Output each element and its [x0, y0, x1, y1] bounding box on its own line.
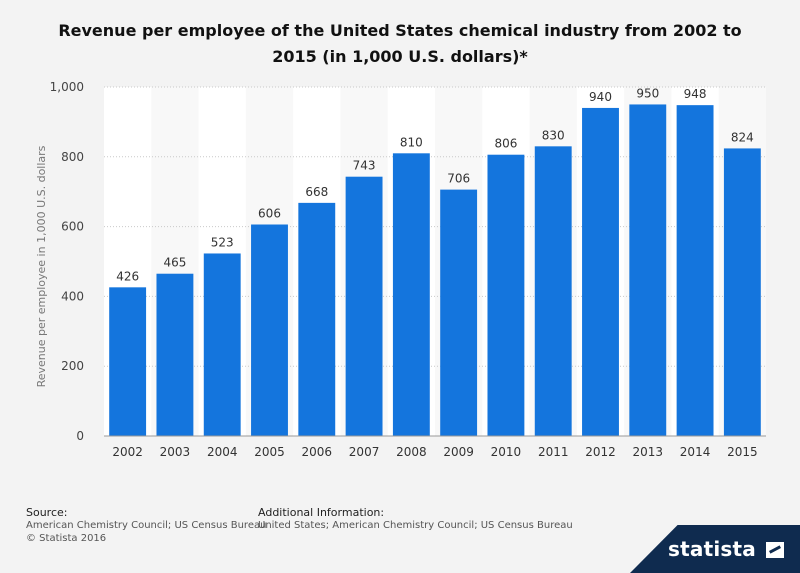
additional-info-heading: Additional Information:	[258, 506, 385, 519]
bar	[156, 273, 194, 436]
x-tick-label: 2005	[254, 445, 285, 459]
bar-value-label: 950	[636, 86, 659, 100]
x-tick-label: 2002	[112, 445, 143, 459]
bar	[298, 202, 336, 436]
bar	[251, 224, 288, 436]
bar	[534, 146, 572, 436]
x-tick-label: 2015	[727, 445, 758, 459]
x-tick-label: 2004	[207, 445, 238, 459]
y-axis-label: Revenue per employee in 1,000 U.S. dolla…	[35, 145, 48, 387]
statista-logo-text[interactable]: statista	[668, 537, 756, 561]
bar	[487, 154, 525, 436]
bar	[582, 107, 619, 436]
y-tick-label: 400	[61, 289, 84, 303]
x-tick-label: 2003	[160, 445, 191, 459]
copyright-text: © Statista 2016	[26, 533, 107, 544]
x-tick-label: 2009	[443, 445, 474, 459]
bar	[723, 148, 761, 436]
x-tick-label: 2014	[680, 445, 711, 459]
bar	[629, 104, 667, 436]
source-text: American Chemistry Council; US Census Bu…	[26, 520, 267, 531]
bar-value-label: 810	[400, 135, 423, 149]
y-tick-label: 800	[61, 150, 84, 164]
additional-info-text: United States; American Chemistry Counci…	[258, 520, 573, 531]
statista-logo-icon	[766, 542, 784, 558]
bar	[676, 105, 714, 436]
bar-value-label: 948	[684, 87, 707, 101]
x-tick-label: 2012	[585, 445, 616, 459]
x-tick-label: 2007	[349, 445, 380, 459]
bar-value-label: 706	[447, 172, 470, 186]
bar-value-label: 830	[542, 128, 565, 142]
y-tick-label: 0	[76, 429, 84, 443]
source-block: Source: American Chemistry Council; US C…	[26, 506, 266, 545]
bar-value-label: 940	[589, 90, 612, 104]
bar	[440, 189, 478, 436]
additional-info-block: Additional Information: United States; A…	[258, 506, 573, 532]
bar-value-label: 668	[305, 185, 328, 199]
bar-value-label: 824	[731, 130, 754, 144]
x-tick-label: 2006	[302, 445, 333, 459]
bar	[109, 287, 147, 436]
x-tick-label: 2010	[491, 445, 522, 459]
bar-value-label: 465	[163, 256, 186, 270]
bar-value-label: 426	[116, 269, 139, 283]
y-tick-label: 200	[61, 359, 84, 373]
x-tick-label: 2011	[538, 445, 569, 459]
bar-value-label: 806	[494, 137, 517, 151]
bar	[345, 176, 383, 436]
bar	[203, 253, 241, 436]
bar-value-label: 743	[353, 159, 376, 173]
y-tick-label: 600	[61, 220, 84, 234]
y-tick-label: 1,000	[50, 80, 84, 94]
bar-value-label: 523	[211, 235, 234, 249]
source-heading: Source:	[26, 506, 68, 519]
bar	[392, 153, 430, 436]
x-tick-label: 2013	[633, 445, 664, 459]
bar-value-label: 606	[258, 207, 281, 221]
x-tick-label: 2008	[396, 445, 427, 459]
chart-title: Revenue per employee of the United State…	[58, 21, 742, 66]
